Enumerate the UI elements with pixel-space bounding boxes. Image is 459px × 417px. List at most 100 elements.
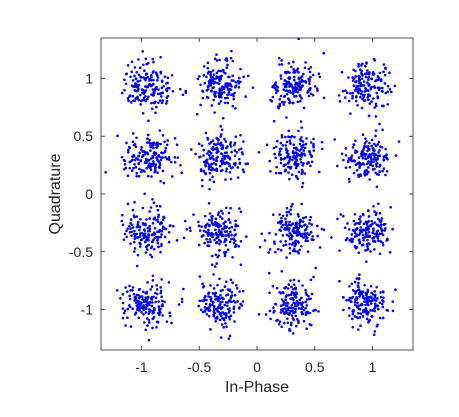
- data-point: [220, 323, 224, 326]
- data-point: [214, 217, 218, 221]
- data-point: [309, 92, 313, 96]
- data-point: [163, 227, 167, 230]
- data-point: [142, 236, 146, 239]
- data-point: [298, 298, 302, 302]
- data-point: [146, 151, 149, 155]
- data-point: [224, 226, 228, 230]
- data-point: [372, 229, 375, 232]
- data-point: [356, 328, 360, 331]
- data-point: [155, 156, 158, 160]
- data-point: [229, 141, 233, 144]
- data-point: [157, 215, 160, 219]
- data-point: [136, 80, 140, 83]
- data-point: [300, 224, 303, 228]
- data-point: [139, 242, 142, 246]
- data-point: [287, 80, 290, 84]
- data-point: [338, 100, 342, 103]
- data-point: [351, 91, 355, 95]
- data-point: [148, 77, 152, 81]
- data-point: [223, 230, 227, 234]
- data-point: [291, 310, 294, 313]
- data-point: [156, 220, 160, 224]
- data-point: [228, 240, 232, 244]
- data-point: [162, 84, 166, 88]
- data-point: [378, 301, 382, 305]
- data-point: [279, 248, 283, 252]
- data-point: [212, 73, 216, 77]
- data-point: [279, 157, 283, 160]
- data-point: [348, 238, 352, 242]
- data-point: [208, 224, 211, 228]
- data-point: [222, 234, 225, 237]
- data-point: [311, 73, 315, 77]
- data-point: [365, 145, 368, 149]
- data-point: [303, 224, 306, 227]
- data-point: [151, 154, 154, 158]
- data-point: [351, 295, 355, 299]
- data-point: [284, 304, 288, 307]
- data-point: [208, 232, 211, 235]
- data-point: [209, 73, 212, 76]
- data-point: [152, 70, 155, 73]
- data-point: [143, 98, 147, 102]
- data-point: [293, 135, 296, 139]
- data-point: [210, 219, 213, 223]
- data-point: [336, 217, 339, 221]
- data-point: [385, 169, 389, 173]
- data-point: [278, 320, 282, 324]
- data-point: [280, 63, 284, 66]
- data-point: [272, 306, 275, 309]
- data-point: [160, 86, 164, 90]
- data-point: [362, 80, 366, 83]
- data-point: [369, 284, 373, 288]
- data-point: [156, 237, 160, 240]
- data-point: [288, 237, 292, 241]
- data-point: [144, 57, 148, 61]
- data-point: [233, 149, 237, 152]
- y-tick-label: -1: [81, 302, 94, 318]
- data-point: [236, 166, 240, 169]
- data-point: [134, 77, 138, 81]
- data-point: [199, 169, 203, 173]
- data-point: [133, 229, 136, 233]
- data-point: [144, 306, 148, 310]
- data-point: [138, 79, 142, 83]
- data-point: [274, 171, 278, 175]
- data-point: [381, 316, 385, 320]
- data-point: [215, 71, 219, 75]
- data-point: [275, 286, 279, 290]
- data-point: [294, 243, 298, 246]
- data-point: [363, 93, 366, 97]
- data-point: [343, 96, 347, 99]
- data-point: [218, 143, 222, 146]
- data-point: [366, 156, 370, 159]
- data-point: [294, 287, 297, 291]
- data-point: [294, 292, 298, 296]
- data-point: [121, 213, 124, 217]
- data-point: [144, 89, 148, 92]
- data-point: [135, 70, 139, 74]
- data-point: [171, 90, 175, 93]
- data-point: [359, 174, 362, 177]
- data-point: [361, 233, 365, 237]
- data-point: [369, 87, 373, 91]
- data-point: [355, 298, 358, 301]
- data-point: [168, 158, 171, 162]
- data-point: [151, 160, 155, 163]
- data-point: [373, 302, 377, 306]
- data-point: [357, 156, 361, 159]
- data-point: [246, 74, 250, 78]
- data-point: [217, 310, 220, 314]
- data-point: [225, 82, 228, 85]
- data-point: [373, 298, 376, 302]
- data-point: [315, 87, 319, 90]
- data-point: [145, 62, 148, 66]
- data-point: [130, 169, 134, 173]
- data-point: [147, 229, 150, 233]
- data-point: [241, 300, 245, 303]
- data-point: [154, 111, 157, 115]
- data-point: [136, 253, 140, 257]
- data-point: [159, 289, 163, 293]
- data-point: [215, 159, 219, 162]
- data-point: [188, 226, 192, 230]
